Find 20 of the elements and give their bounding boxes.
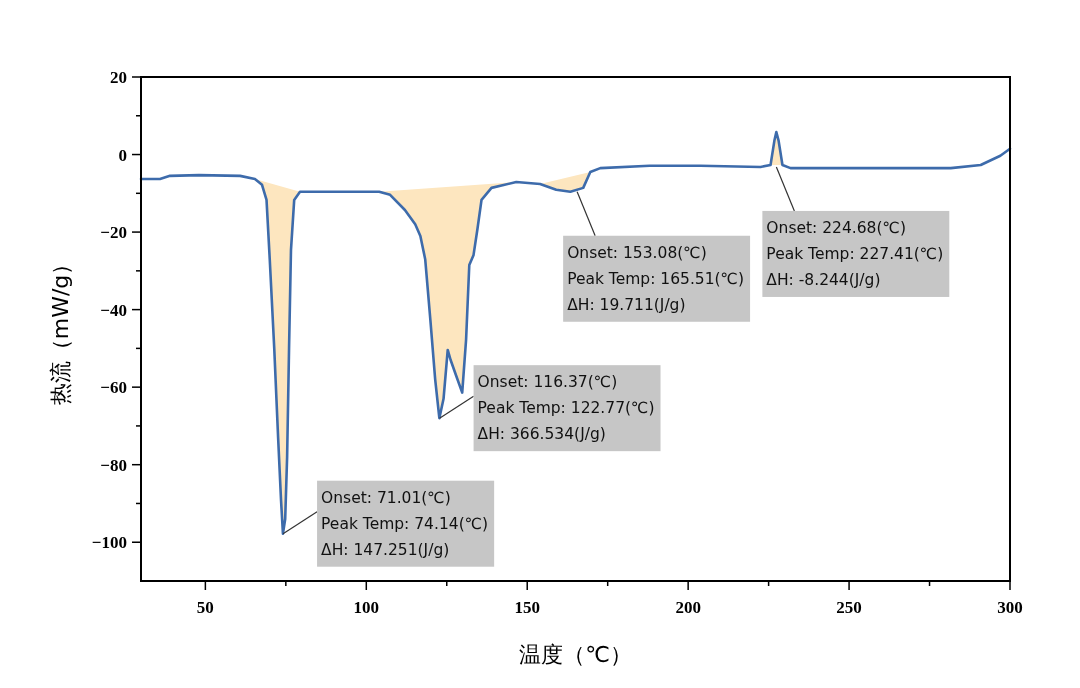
y-axis-title: 热流（mW/g） (48, 252, 73, 406)
x-tick-label: 50 (196, 598, 214, 617)
line-series (139, 130, 1012, 535)
x-tick-label: 100 (353, 598, 380, 617)
annotation: Onset: 71.01(℃) Peak Temp: 74.14(℃) ΔH: 147.251(J/g) (321, 488, 489, 559)
annotation: Onset: 224.68(℃) Peak Temp: 227.41(℃) ΔH: -8.244(J/g) (766, 218, 944, 289)
x-tick-label: 250 (836, 598, 862, 617)
y-tick-label: −60 (100, 378, 127, 398)
x-axis-title: 温度（℃） (519, 642, 632, 667)
annotation: Onset: 116.37(℃) Peak Temp: 122.77(℃) ΔH: 366.534(J/g) (477, 373, 655, 444)
x-tick-label: 200 (675, 598, 701, 617)
annotation: Onset: 153.08(℃) Peak Temp: 165.51(℃) ΔH: 19.711(J/g) (567, 243, 745, 314)
y-tick-label: −100 (91, 533, 127, 553)
y-tick-label: −80 (100, 455, 127, 475)
y-tick-label: 20 (110, 68, 127, 87)
y-tick-label: −20 (100, 223, 127, 243)
x-tick-label: 150 (514, 598, 540, 617)
y-tick-label: −40 (100, 300, 127, 320)
y-tick-label: 0 (118, 145, 127, 165)
x-tick-label: 300 (997, 598, 1023, 617)
